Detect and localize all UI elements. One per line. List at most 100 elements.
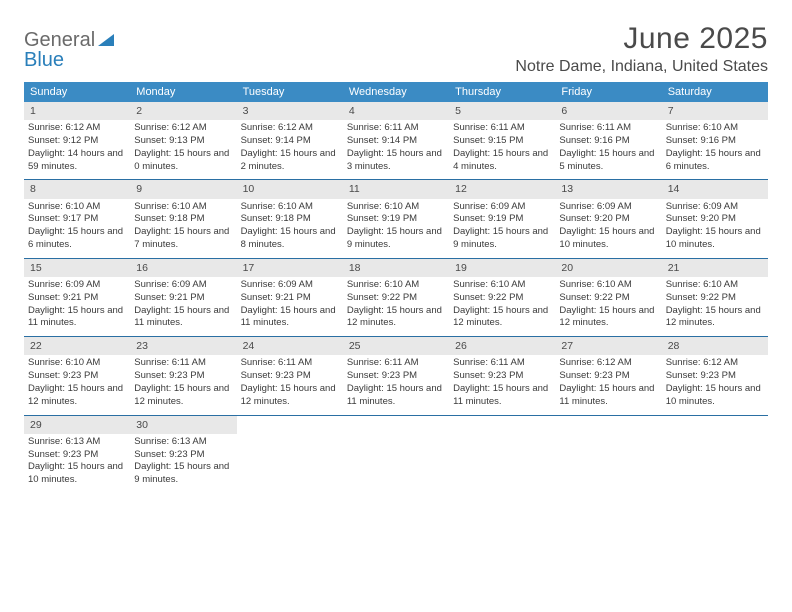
sunset-text: Sunset: 9:23 PM [134,449,232,462]
daylight-text: Daylight: 15 hours and 12 minutes. [28,383,126,409]
daylight-text: Daylight: 15 hours and 0 minutes. [134,148,232,174]
day-cell: 21Sunrise: 6:10 AMSunset: 9:22 PMDayligh… [662,259,768,336]
daylight-text: Daylight: 15 hours and 11 minutes. [559,383,657,409]
day-number: 16 [130,259,236,277]
dow-tuesday: Tuesday [237,82,343,102]
day-number: 28 [662,337,768,355]
day-number: 14 [662,180,768,198]
day-number: 12 [449,180,555,198]
day-number: 15 [24,259,130,277]
sunrise-text: Sunrise: 6:13 AM [134,436,232,449]
sunrise-text: Sunrise: 6:10 AM [453,279,551,292]
day-cell: 3Sunrise: 6:12 AMSunset: 9:14 PMDaylight… [237,102,343,179]
day-number: 26 [449,337,555,355]
sunrise-text: Sunrise: 6:12 AM [28,122,126,135]
day-number: 11 [343,180,449,198]
day-cell: 8Sunrise: 6:10 AMSunset: 9:17 PMDaylight… [24,180,130,257]
day-cell: 23Sunrise: 6:11 AMSunset: 9:23 PMDayligh… [130,337,236,414]
daylight-text: Daylight: 15 hours and 5 minutes. [559,148,657,174]
daylight-text: Daylight: 15 hours and 12 minutes. [241,383,339,409]
day-number: 4 [343,102,449,120]
daylight-text: Daylight: 15 hours and 11 minutes. [347,383,445,409]
sunrise-text: Sunrise: 6:10 AM [347,201,445,214]
day-cell: 11 Sunrise: 6:10 AMSunset: 9:19 PMDayligh… [343,180,449,257]
day-number: 24 [237,337,343,355]
day-number: 27 [555,337,661,355]
dow-saturday: Saturday [662,82,768,102]
day-cell: 6Sunrise: 6:11 AMSunset: 9:16 PMDaylight… [555,102,661,179]
sunrise-text: Sunrise: 6:09 AM [28,279,126,292]
daylight-text: Daylight: 15 hours and 6 minutes. [28,226,126,252]
week-row: 1Sunrise: 6:12 AMSunset: 9:12 PMDaylight… [24,102,768,180]
sunrise-text: Sunrise: 6:12 AM [666,357,764,370]
daylight-text: Daylight: 15 hours and 2 minutes. [241,148,339,174]
day-number: 23 [130,337,236,355]
logo-word1: General [24,29,95,51]
daylight-text: Daylight: 15 hours and 6 minutes. [666,148,764,174]
daylight-text: Daylight: 15 hours and 12 minutes. [134,383,232,409]
dow-wednesday: Wednesday [343,82,449,102]
day-cell: . [343,416,449,493]
day-cell: 26Sunrise: 6:11 AMSunset: 9:23 PMDayligh… [449,337,555,414]
sunset-text: Sunset: 9:16 PM [559,135,657,148]
daylight-text: Daylight: 15 hours and 4 minutes. [453,148,551,174]
day-number: 30 [130,416,236,434]
sunrise-text: Sunrise: 6:09 AM [453,201,551,214]
sunset-text: Sunset: 9:19 PM [453,213,551,226]
sunrise-text: Sunrise: 6:10 AM [134,201,232,214]
day-number: 25 [343,337,449,355]
sunset-text: Sunset: 9:23 PM [666,370,764,383]
day-cell: 10Sunrise: 6:10 AMSunset: 9:18 PMDayligh… [237,180,343,257]
sunrise-text: Sunrise: 6:10 AM [347,279,445,292]
day-number: 21 [662,259,768,277]
page: General Blue June 2025 Notre Dame, India… [0,0,792,493]
sunrise-text: Sunrise: 6:11 AM [347,122,445,135]
daylight-text: Daylight: 15 hours and 10 minutes. [559,226,657,252]
sunset-text: Sunset: 9:23 PM [241,370,339,383]
day-number: 5 [449,102,555,120]
sunrise-text: Sunrise: 6:09 AM [241,279,339,292]
day-number: 6 [555,102,661,120]
daylight-text: Daylight: 15 hours and 10 minutes. [666,226,764,252]
sunset-text: Sunset: 9:21 PM [134,292,232,305]
sunrise-text: Sunrise: 6:10 AM [666,122,764,135]
sunset-text: Sunset: 9:23 PM [453,370,551,383]
sunset-text: Sunset: 9:22 PM [453,292,551,305]
daylight-text: Daylight: 15 hours and 9 minutes. [347,226,445,252]
sunset-text: Sunset: 9:16 PM [666,135,764,148]
sunrise-text: Sunrise: 6:09 AM [666,201,764,214]
sunset-text: Sunset: 9:21 PM [28,292,126,305]
sunset-text: Sunset: 9:20 PM [559,213,657,226]
day-cell: 9Sunrise: 6:10 AMSunset: 9:18 PMDaylight… [130,180,236,257]
daylight-text: Daylight: 15 hours and 12 minutes. [559,305,657,331]
sunrise-text: Sunrise: 6:10 AM [559,279,657,292]
day-cell: 24Sunrise: 6:11 AMSunset: 9:23 PMDayligh… [237,337,343,414]
sunset-text: Sunset: 9:20 PM [666,213,764,226]
daylight-text: Daylight: 15 hours and 9 minutes. [453,226,551,252]
day-cell: 13Sunrise: 6:09 AMSunset: 9:20 PMDayligh… [555,180,661,257]
week-row: 29Sunrise: 6:13 AMSunset: 9:23 PMDayligh… [24,416,768,493]
day-number: 17 [237,259,343,277]
sunrise-text: Sunrise: 6:10 AM [28,357,126,370]
day-number: 18 [343,259,449,277]
sunset-text: Sunset: 9:19 PM [347,213,445,226]
day-cell: 29Sunrise: 6:13 AMSunset: 9:23 PMDayligh… [24,416,130,493]
dow-friday: Friday [555,82,661,102]
sunset-text: Sunset: 9:22 PM [347,292,445,305]
sail-icon [98,30,116,50]
sunrise-text: Sunrise: 6:09 AM [134,279,232,292]
sunset-text: Sunset: 9:23 PM [134,370,232,383]
sunset-text: Sunset: 9:15 PM [453,135,551,148]
daylight-text: Daylight: 15 hours and 11 minutes. [241,305,339,331]
days-of-week-row: Sunday Monday Tuesday Wednesday Thursday… [24,82,768,102]
day-cell: 30Sunrise: 6:13 AMSunset: 9:23 PMDayligh… [130,416,236,493]
day-cell: 19Sunrise: 6:10 AMSunset: 9:22 PMDayligh… [449,259,555,336]
sunset-text: Sunset: 9:23 PM [28,370,126,383]
daylight-text: Daylight: 15 hours and 7 minutes. [134,226,232,252]
month-title: June 2025 [515,22,768,56]
day-cell: 22Sunrise: 6:10 AMSunset: 9:23 PMDayligh… [24,337,130,414]
daylight-text: Daylight: 15 hours and 10 minutes. [666,383,764,409]
day-cell: 18Sunrise: 6:10 AMSunset: 9:22 PMDayligh… [343,259,449,336]
day-cell: 17Sunrise: 6:09 AMSunset: 9:21 PMDayligh… [237,259,343,336]
day-cell: 1Sunrise: 6:12 AMSunset: 9:12 PMDaylight… [24,102,130,179]
